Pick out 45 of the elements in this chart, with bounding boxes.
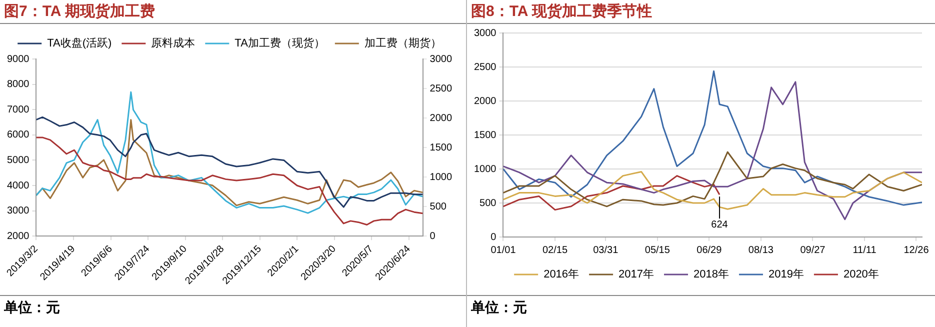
legend-label: 加工费（期货） <box>364 36 442 50</box>
x-tick-label: 02/15 <box>542 244 568 256</box>
y-tick-label: 8000 <box>6 79 30 90</box>
chart-title: 图8：TA 现货加工费季节性 <box>467 0 935 24</box>
legend-label: 2018年 <box>694 268 729 281</box>
x-tick-label: 06/29 <box>696 244 722 256</box>
x-tick-label: 03/31 <box>593 244 619 256</box>
legend-label: 2019年 <box>768 268 804 281</box>
x-tick-label: 08/13 <box>748 244 774 256</box>
legend-label: 2020年 <box>843 268 879 281</box>
y2-tick-label: 1000 <box>430 172 452 183</box>
y-tick-label: 3000 <box>474 28 497 39</box>
y2-tick-label: 500 <box>430 201 447 212</box>
y-tick-label: 1500 <box>474 130 497 141</box>
y2-tick-label: 2000 <box>430 112 452 124</box>
y-tick-label: 0 <box>490 232 497 243</box>
y-tick-label: 2000 <box>6 230 30 242</box>
x-tick-label: 01/01 <box>490 244 516 256</box>
y2-tick-label: 0 <box>430 230 436 242</box>
y-tick-label: 2000 <box>474 96 497 107</box>
x-tick-label: 05/15 <box>644 244 670 256</box>
legend-label: 2016年 <box>544 268 580 281</box>
y-tick-label: 3000 <box>6 206 30 217</box>
annotation: 624 <box>711 219 728 230</box>
y2-tick-label: 3000 <box>430 54 452 65</box>
legend-label: TA加工费（现货） <box>234 36 325 50</box>
legend-label: 2017年 <box>618 268 654 281</box>
y-tick-label: 4000 <box>6 180 30 192</box>
text: 单位：元 <box>0 295 466 327</box>
y2-tick-label: 2500 <box>430 83 452 94</box>
x-tick-label: 12/26 <box>904 244 930 256</box>
legend-label: TA收盘(活跃) <box>47 38 112 50</box>
y2-tick-label: 1500 <box>430 142 452 154</box>
y-tick-label: 1000 <box>474 164 497 175</box>
y-tick-label: 5000 <box>6 154 30 166</box>
y-tick-label: 500 <box>480 198 497 209</box>
y-tick-label: 2500 <box>474 62 497 73</box>
y-tick-label: 7000 <box>6 104 30 116</box>
y-tick-label: 9000 <box>6 54 30 65</box>
x-tick-label: 09/27 <box>800 244 826 256</box>
text: 单位：元 <box>467 295 935 327</box>
legend-label: 原料成本 <box>151 36 196 50</box>
x-tick-label: 11/11 <box>852 244 877 256</box>
y-tick-label: 6000 <box>6 130 30 141</box>
chart-title: 图7：TA 期现货加工费 <box>0 0 466 24</box>
